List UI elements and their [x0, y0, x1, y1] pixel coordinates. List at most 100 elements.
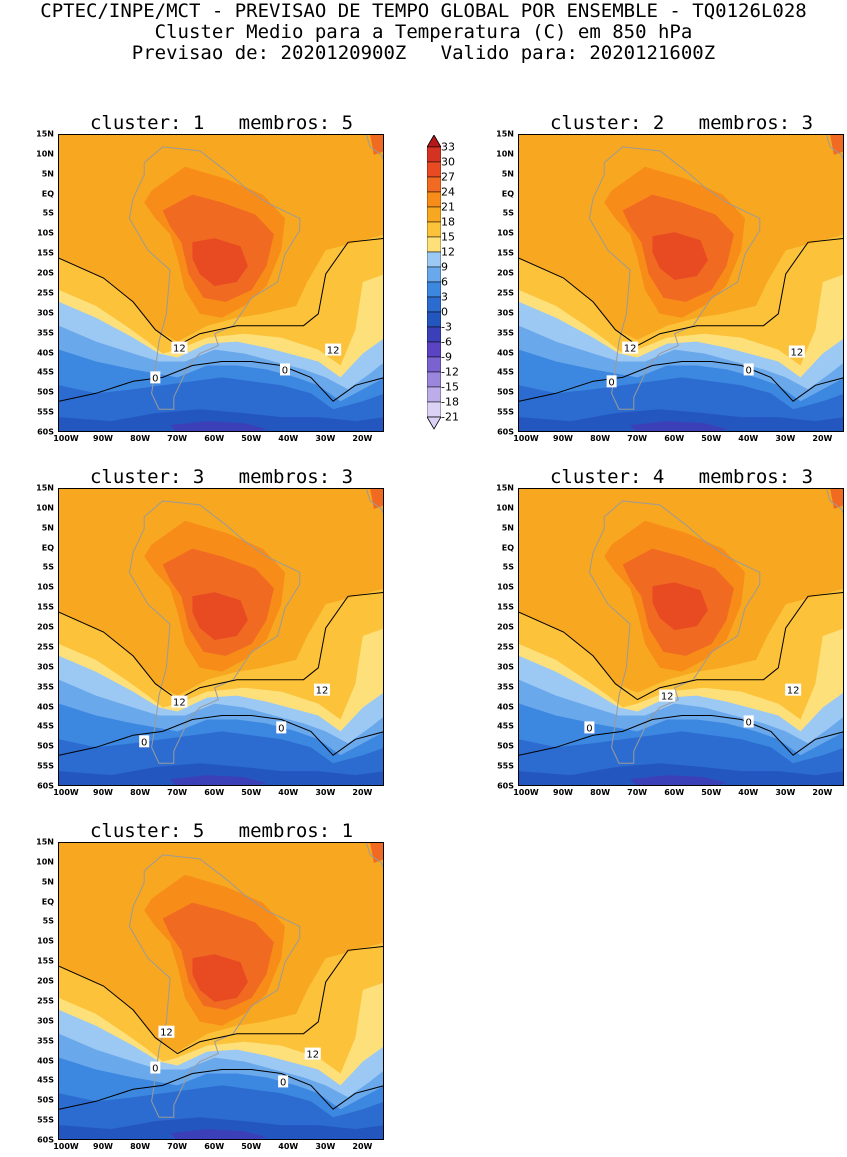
svg-text:0: 0: [608, 377, 614, 388]
lat-tick-label: 55S: [497, 761, 514, 771]
lat-tick-label: 5S: [502, 208, 514, 218]
lat-tick-label: 55S: [37, 1115, 54, 1125]
lat-tick-label: 10N: [496, 503, 514, 513]
coastline: [128, 500, 301, 764]
contour-label: 12: [304, 1047, 321, 1061]
lon-tick-label: 30W: [315, 1142, 336, 1151]
contour-label: 0: [150, 1061, 161, 1074]
header-title: CPTEC/INPE/MCT - PREVISAO DE TEMPO GLOBA…: [40, 0, 807, 22]
colorbar-segment: [426, 281, 442, 298]
contour-label: 12: [325, 343, 342, 357]
lat-tick-label: 5S: [42, 916, 54, 926]
lat-tick-label: 55S: [37, 407, 54, 417]
lon-tick-label: 60W: [204, 788, 225, 797]
ne-warm-spot: [830, 489, 843, 509]
map-svg: 12 12 0 0: [59, 843, 383, 1139]
lat-tick-label: 40S: [37, 348, 54, 358]
lat-tick-label: 45S: [497, 721, 514, 731]
warm-land-24-27: [192, 592, 248, 640]
lon-tick-label: 90W: [93, 1142, 114, 1151]
svg-text:12: 12: [173, 344, 186, 355]
lat-tick-label: 20S: [497, 268, 514, 278]
lat-tick-label: 40S: [497, 348, 514, 358]
contour-label: 12: [622, 341, 639, 355]
lat-tick-label: 45S: [37, 721, 54, 731]
band-m6-m3: [59, 409, 383, 431]
lon-tick-label: 20W: [812, 788, 833, 797]
colorbar-segment: [426, 236, 442, 253]
map-svg: 12 12 0 0: [519, 489, 843, 785]
lat-tick-label: 50S: [497, 387, 514, 397]
lat-tick-label: 25S: [497, 288, 514, 298]
lat-tick-label: 15N: [496, 129, 514, 139]
contour-12: [59, 946, 383, 1055]
lat-tick-label: 35S: [37, 328, 54, 338]
lon-tick-label: 40W: [278, 434, 299, 443]
lon-tick-label: 80W: [590, 434, 611, 443]
contour-label: 12: [788, 345, 805, 359]
svg-text:0: 0: [278, 723, 284, 734]
colorbar-segment: [426, 251, 442, 268]
map-panel-cluster-1: cluster: 1 membros: 5 12 12 0 0 15N 10N 5N EQ 5S 1…: [0, 112, 385, 443]
lon-tick-label: 50W: [701, 434, 722, 443]
svg-text:12: 12: [787, 686, 800, 697]
coastline: [128, 854, 301, 1118]
warm-land-24-27: [192, 954, 248, 1002]
contour-label: 0: [743, 715, 754, 728]
africa-coast: [826, 135, 843, 160]
lat-tick-label: 15N: [36, 129, 54, 139]
lat-tick-label: 20S: [497, 622, 514, 632]
lat-tick-label: 60S: [37, 427, 54, 437]
cold-core: [170, 775, 267, 785]
lat-tick-label: EQ: [41, 189, 54, 199]
lat-tick-label: 15N: [496, 483, 514, 493]
colorbar-level-label: 3: [441, 290, 448, 304]
svg-text:0: 0: [282, 365, 288, 376]
lon-tick-label: 30W: [775, 434, 796, 443]
contour-12: [519, 238, 843, 347]
contour-label: 12: [785, 683, 802, 697]
lat-tick-label: 60S: [497, 781, 514, 791]
svg-text:0: 0: [586, 723, 592, 734]
cold-core: [170, 1129, 267, 1139]
svg-text:0: 0: [280, 1077, 286, 1088]
contour-12: [59, 238, 383, 347]
colorbar-segment: [426, 401, 442, 418]
colorbar-level-label: -21: [441, 410, 459, 424]
colorbar-segment: [426, 341, 442, 358]
colorbar-segment: [426, 371, 442, 388]
svg-text:0: 0: [152, 373, 158, 384]
lon-tick-label: 40W: [278, 788, 299, 797]
lat-tick-label: 50S: [497, 741, 514, 751]
lon-tick-label: 20W: [352, 1142, 373, 1151]
lat-tick-label: 5S: [42, 562, 54, 572]
temperature-map: 12 12 0 0: [58, 488, 384, 786]
contour-0: [59, 715, 383, 756]
lon-tick-label: 70W: [167, 788, 188, 797]
lat-tick-label: 10S: [497, 228, 514, 238]
africa-coast: [366, 135, 383, 160]
colorbar-segment: [426, 266, 442, 283]
contour-0: [59, 1069, 383, 1110]
lon-tick-label: 50W: [241, 1142, 262, 1151]
colorbar-level-label: 24: [441, 185, 455, 199]
svg-text:0: 0: [141, 737, 147, 748]
lon-tick-label: 60W: [664, 434, 685, 443]
contour-label: 0: [139, 735, 150, 748]
colorbar-segment: [426, 386, 442, 403]
lat-tick-label: 5S: [502, 562, 514, 572]
lat-tick-label: 25S: [37, 642, 54, 652]
band-m6-m3: [519, 763, 843, 785]
header-subtitle: Cluster Medio para a Temperatura (C) em …: [154, 21, 693, 43]
lat-tick-label: 10S: [37, 936, 54, 946]
lat-tick-label: 20S: [37, 622, 54, 632]
colorbar-segment: [426, 311, 442, 328]
panel-title: cluster: 1 membros: 5: [89, 112, 354, 134]
lon-tick-label: 80W: [590, 788, 611, 797]
warm-land-24-27: [652, 232, 708, 280]
lat-tick-label: 20S: [37, 268, 54, 278]
lon-tick-label: 80W: [130, 1142, 151, 1151]
lat-tick-label: 10N: [36, 503, 54, 513]
panel-title: cluster: 3 membros: 3: [89, 466, 354, 488]
lat-tick-label: 10S: [497, 582, 514, 592]
